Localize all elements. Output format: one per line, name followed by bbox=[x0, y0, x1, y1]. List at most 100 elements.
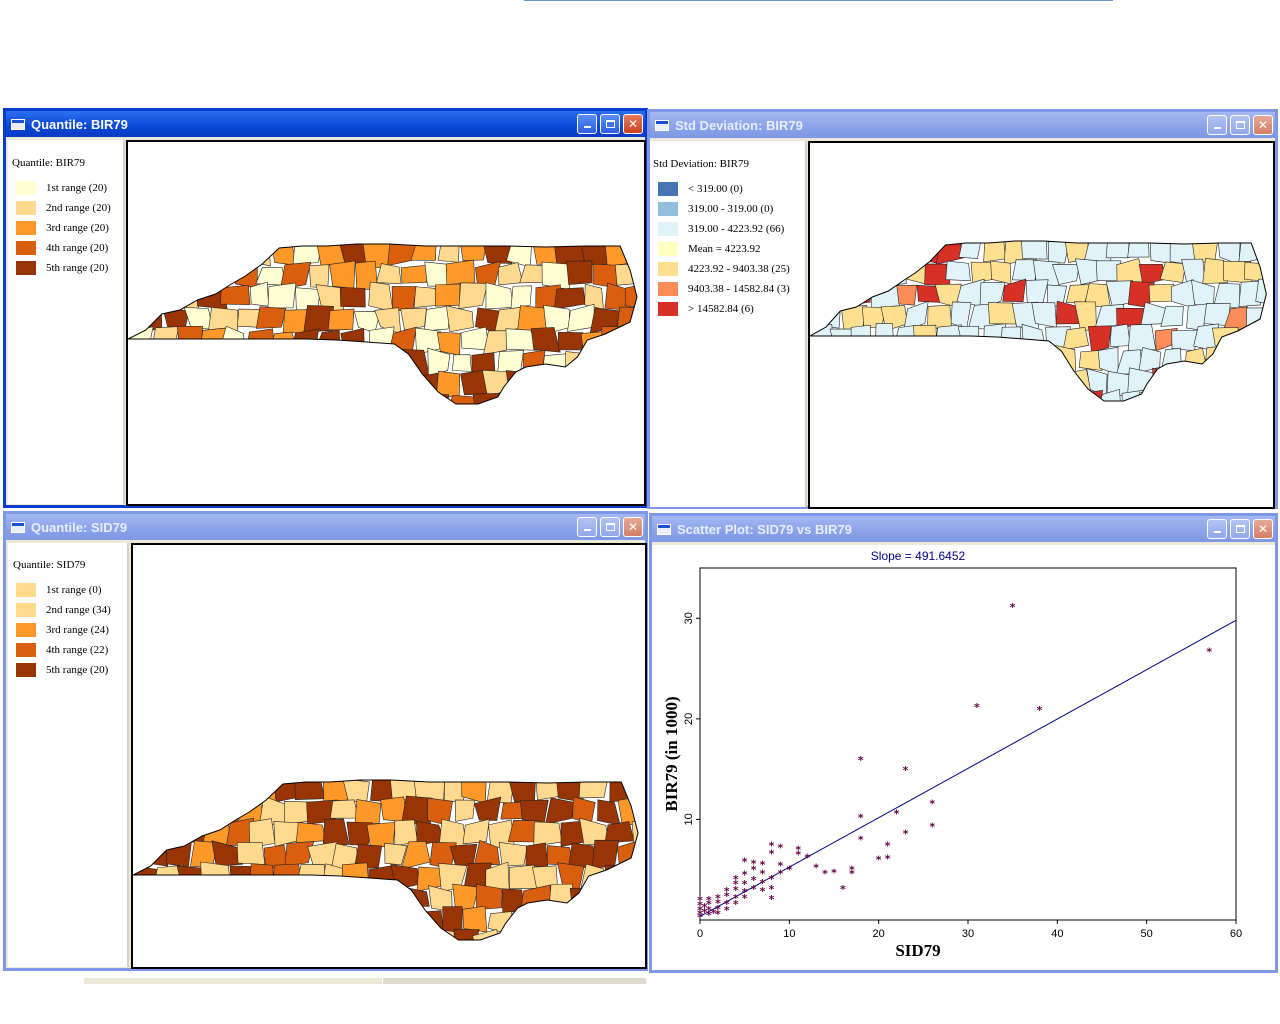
county-polygon[interactable] bbox=[639, 886, 645, 912]
county-polygon[interactable] bbox=[329, 347, 353, 379]
county-polygon[interactable] bbox=[423, 394, 450, 419]
county-polygon[interactable] bbox=[191, 796, 218, 827]
county-polygon[interactable] bbox=[1025, 279, 1049, 307]
county-polygon[interactable] bbox=[295, 822, 327, 843]
county-polygon[interactable] bbox=[1204, 390, 1228, 418]
county-polygon[interactable] bbox=[589, 392, 621, 417]
county-polygon[interactable] bbox=[931, 389, 949, 419]
close-button[interactable]: ✕ bbox=[623, 517, 643, 537]
maximize-button[interactable] bbox=[1230, 519, 1250, 539]
county-polygon[interactable] bbox=[1139, 391, 1165, 418]
county-polygon[interactable] bbox=[208, 260, 235, 289]
county-polygon[interactable] bbox=[236, 888, 265, 913]
county-polygon[interactable] bbox=[638, 304, 644, 333]
county-polygon[interactable] bbox=[296, 864, 327, 891]
county-polygon[interactable] bbox=[458, 282, 488, 310]
county-polygon[interactable] bbox=[445, 259, 476, 285]
county-polygon[interactable] bbox=[642, 840, 645, 865]
county-polygon[interactable] bbox=[496, 932, 525, 956]
county-polygon[interactable] bbox=[482, 330, 512, 356]
county-polygon[interactable] bbox=[1202, 258, 1229, 284]
county-polygon[interactable] bbox=[581, 373, 608, 399]
county-polygon[interactable] bbox=[363, 369, 392, 399]
county-polygon[interactable] bbox=[1062, 326, 1090, 351]
county-polygon[interactable] bbox=[327, 308, 355, 331]
county-polygon[interactable] bbox=[1127, 237, 1150, 258]
county-polygon[interactable] bbox=[618, 930, 643, 956]
county-polygon[interactable] bbox=[544, 396, 568, 421]
county-polygon[interactable] bbox=[1095, 388, 1122, 417]
county-polygon[interactable] bbox=[604, 239, 634, 267]
county-polygon[interactable] bbox=[435, 283, 461, 307]
county-polygon[interactable] bbox=[149, 284, 178, 312]
county-polygon[interactable] bbox=[519, 934, 547, 955]
county-polygon[interactable] bbox=[1075, 258, 1100, 285]
legend-item[interactable]: 2nd range (34) bbox=[16, 602, 111, 618]
county-polygon[interactable] bbox=[630, 326, 644, 355]
county-polygon[interactable] bbox=[1020, 236, 1048, 260]
county-polygon[interactable] bbox=[142, 885, 173, 914]
county-polygon[interactable] bbox=[461, 775, 487, 804]
county-polygon[interactable] bbox=[613, 393, 642, 419]
county-polygon[interactable] bbox=[172, 286, 201, 310]
county-polygon[interactable] bbox=[1052, 264, 1080, 285]
county-polygon[interactable] bbox=[319, 907, 346, 936]
county-polygon[interactable] bbox=[1160, 347, 1182, 374]
county-polygon[interactable] bbox=[1087, 325, 1112, 353]
county-polygon[interactable] bbox=[279, 261, 312, 290]
county-polygon[interactable] bbox=[284, 841, 315, 867]
county-polygon[interactable] bbox=[329, 260, 356, 289]
legend-item[interactable]: 4223.92 - 9403.38 (25) bbox=[658, 261, 790, 277]
county-polygon[interactable] bbox=[567, 396, 597, 422]
county-polygon[interactable] bbox=[431, 927, 455, 953]
county-polygon[interactable] bbox=[968, 347, 995, 375]
county-polygon[interactable] bbox=[384, 842, 408, 866]
county-polygon[interactable] bbox=[604, 865, 634, 892]
county-polygon[interactable] bbox=[237, 352, 261, 377]
map-legend[interactable]: Quantile: SID79 1st range (0) 2nd range … bbox=[8, 543, 129, 967]
county-polygon[interactable] bbox=[198, 327, 227, 357]
county-polygon[interactable] bbox=[462, 818, 490, 845]
county-polygon[interactable] bbox=[519, 392, 546, 420]
county-polygon[interactable] bbox=[916, 370, 941, 396]
county-polygon[interactable] bbox=[413, 373, 438, 393]
county-polygon[interactable] bbox=[292, 375, 322, 400]
window-icon[interactable] bbox=[657, 523, 671, 535]
county-polygon[interactable] bbox=[555, 909, 581, 936]
county-polygon[interactable] bbox=[497, 350, 524, 373]
county-polygon[interactable] bbox=[341, 862, 370, 888]
county-polygon[interactable] bbox=[1148, 283, 1175, 303]
county-polygon[interactable] bbox=[1159, 261, 1186, 283]
county-polygon[interactable] bbox=[810, 285, 834, 307]
county-polygon[interactable] bbox=[377, 885, 403, 908]
county-polygon[interactable] bbox=[172, 370, 204, 398]
county-polygon[interactable] bbox=[912, 236, 940, 264]
county-polygon[interactable] bbox=[476, 884, 503, 910]
county-polygon[interactable] bbox=[849, 285, 872, 305]
county-polygon[interactable] bbox=[1011, 259, 1037, 281]
county-polygon[interactable] bbox=[567, 930, 596, 958]
county-polygon[interactable] bbox=[165, 931, 196, 957]
title-bar[interactable]: Quantile: SID79 ✕ bbox=[6, 514, 645, 540]
county-polygon[interactable] bbox=[569, 888, 599, 911]
county-polygon[interactable] bbox=[643, 266, 644, 286]
county-polygon[interactable] bbox=[193, 927, 218, 955]
county-polygon[interactable] bbox=[155, 779, 184, 800]
county-polygon[interactable] bbox=[566, 260, 593, 285]
county-polygon[interactable] bbox=[1043, 368, 1066, 394]
county-polygon[interactable] bbox=[1255, 235, 1273, 264]
county-polygon[interactable] bbox=[294, 910, 326, 935]
county-polygon[interactable] bbox=[896, 284, 918, 306]
county-polygon[interactable] bbox=[308, 264, 330, 288]
county-polygon[interactable] bbox=[338, 370, 371, 397]
county-polygon[interactable] bbox=[142, 796, 171, 823]
county-polygon[interactable] bbox=[330, 799, 359, 819]
county-polygon[interactable] bbox=[609, 775, 633, 803]
county-polygon[interactable] bbox=[351, 351, 380, 376]
county-polygon[interactable] bbox=[498, 841, 528, 867]
county-polygon[interactable] bbox=[339, 287, 366, 308]
county-polygon[interactable] bbox=[617, 840, 642, 864]
legend-item[interactable]: 3rd range (20) bbox=[16, 220, 109, 236]
county-polygon[interactable] bbox=[893, 235, 921, 265]
county-polygon[interactable] bbox=[1247, 393, 1273, 415]
